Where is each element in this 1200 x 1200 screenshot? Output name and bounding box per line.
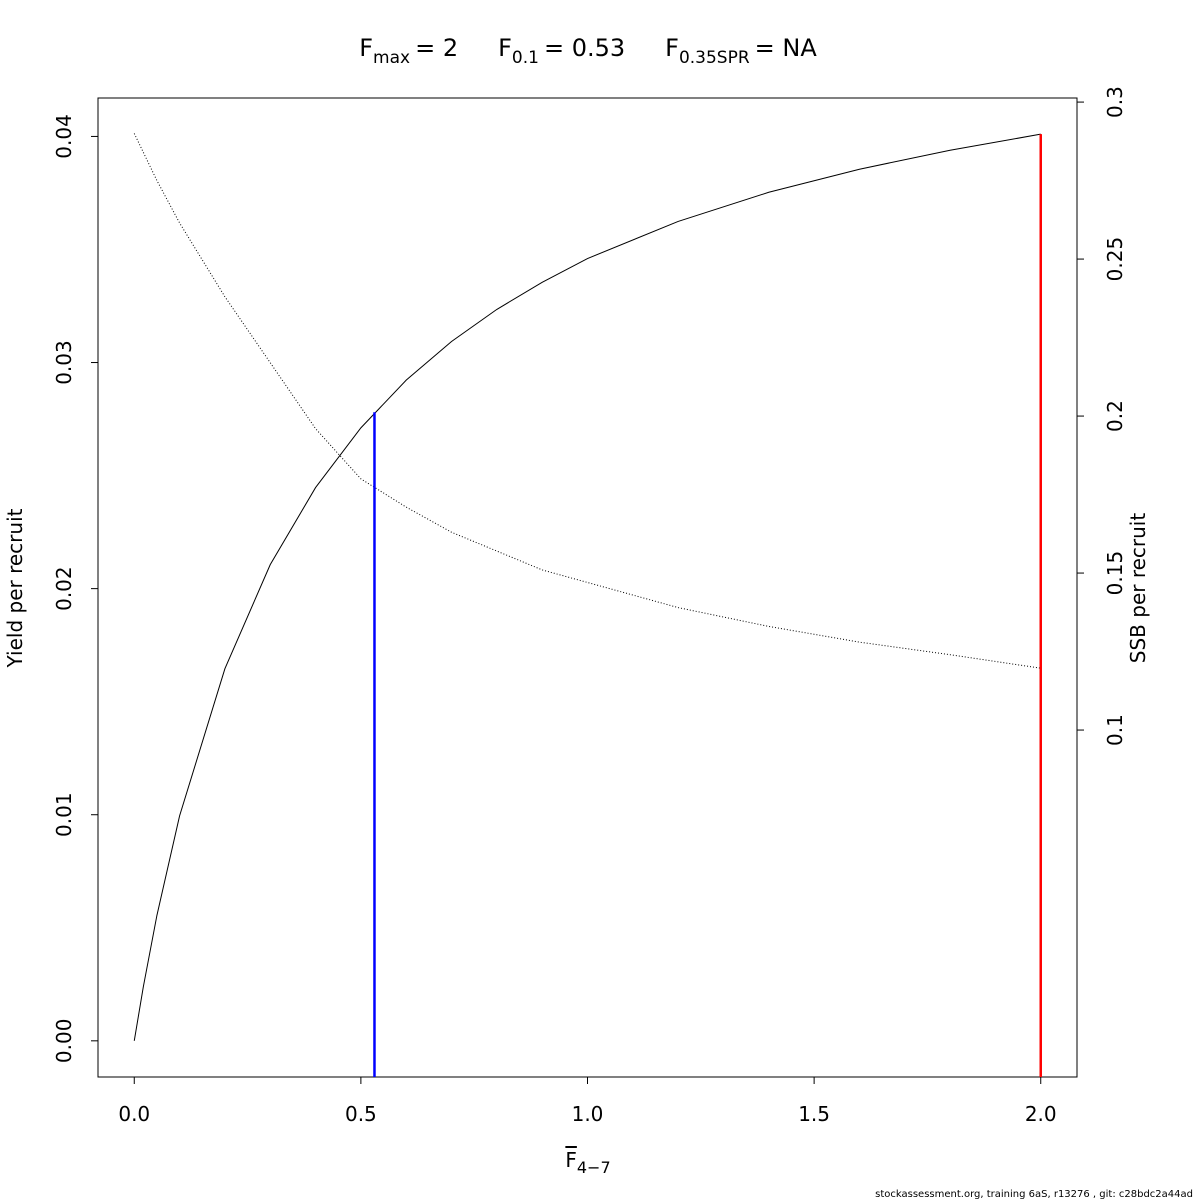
y2-axis-label: SSB per recruit (1126, 513, 1150, 664)
y2-tick-label: 0.25 (1103, 237, 1127, 282)
y-axis-label: Yield per recruit (3, 508, 27, 668)
y-tick-label: 0.01 (52, 792, 76, 837)
series-line (133, 133, 1041, 1041)
x-label-symbol: F (565, 1148, 577, 1172)
y2-tick-label: 0.2 (1103, 400, 1127, 432)
plot-frame (97, 97, 1078, 1078)
x-label-subscript: 4−7 (577, 1158, 611, 1177)
y2-tick-label: 0.15 (1103, 551, 1127, 596)
title-value: = 2 (415, 34, 458, 62)
title-value: = NA (755, 34, 818, 62)
title-symbol: F (665, 34, 679, 62)
x-tick-label: 2.0 (1025, 1102, 1057, 1126)
y2-tick-label: 0.1 (1103, 714, 1127, 746)
x-tick-label: 0.5 (345, 1102, 377, 1126)
title-symbol: F (359, 34, 373, 62)
y-tick-label: 0.03 (52, 340, 76, 385)
footer: stockassessment.org, training 6aS, r1327… (875, 1189, 1193, 1200)
title-subscript: 0.35SPR (679, 48, 750, 68)
x-tick-label: 0.0 (118, 1102, 150, 1126)
x-axis-label: F4−7 (565, 1148, 610, 1177)
x-tick-label: 1.0 (572, 1102, 604, 1126)
title-symbol: F (498, 34, 512, 62)
y-tick-label: 0.02 (52, 566, 76, 611)
x-tick-label: 1.5 (798, 1102, 830, 1126)
title-subscript: 0.1 (512, 48, 539, 68)
y-tick-label: 0.04 (52, 114, 76, 159)
chart-title: Fmax = 2 F0.1 = 0.53 F0.35SPR = NA (359, 34, 817, 68)
series-line (133, 133, 1041, 669)
title-subscript: max (373, 48, 410, 68)
title-value: = 0.53 (544, 34, 625, 62)
y2-tick-label: 0.3 (1103, 86, 1127, 118)
y-tick-label: 0.00 (52, 1019, 76, 1064)
